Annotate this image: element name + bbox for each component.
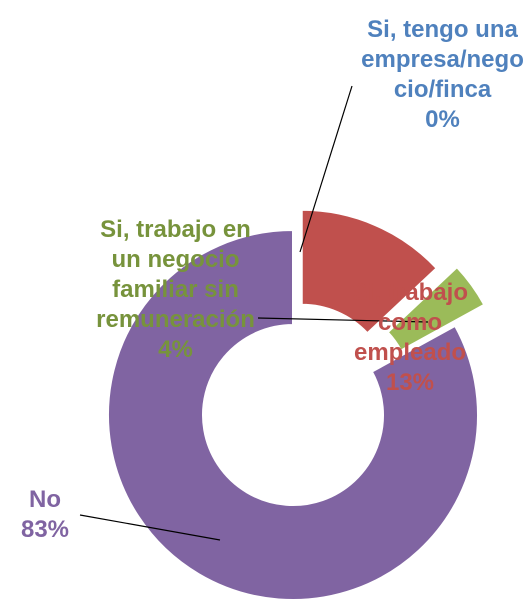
slice	[300, 208, 439, 335]
leader-line	[299, 85, 353, 253]
data-label: No 83%	[5, 485, 85, 545]
data-label: Si, trabajo como empleado 13%	[345, 278, 475, 398]
data-label: Si, tengo una empresa/negocio/finca 0%	[355, 15, 530, 135]
slice	[107, 228, 479, 601]
leader-line	[79, 514, 221, 541]
slice	[386, 265, 486, 352]
value-label: 4%	[158, 336, 193, 363]
category-label: No	[29, 486, 61, 513]
value-label: 83%	[20, 516, 70, 543]
leader-line	[257, 317, 429, 323]
data-label: Si, trabajo en un negocio familiar sin r…	[88, 215, 263, 365]
value-label: 0%	[425, 106, 460, 133]
value-label: 13%	[385, 369, 435, 396]
category-label: Si, trabajo en un negocio familiar sin r…	[96, 216, 255, 333]
category-label: Si, tengo una empresa/negocio/finca	[361, 16, 524, 103]
category-label: Si, trabajo como empleado	[351, 279, 469, 366]
